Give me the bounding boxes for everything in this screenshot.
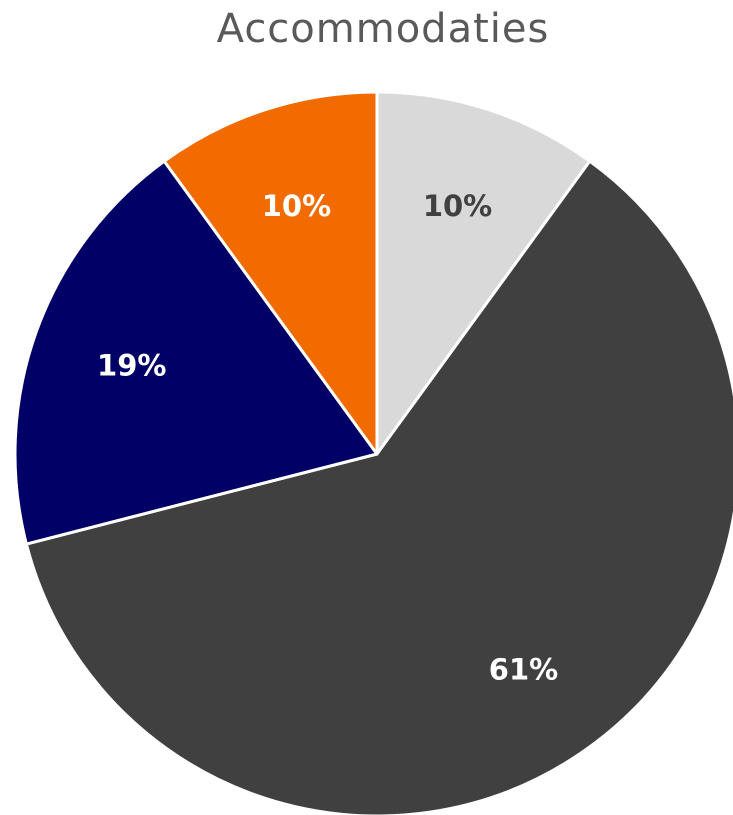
pie-slice-3 [13, 159, 379, 546]
data-label-4: 10% [262, 189, 331, 223]
pie-labels: 10% 61% 19% 10% [97, 189, 558, 686]
chart-title: Accommodaties [216, 6, 550, 52]
pie-slice-2 [24, 159, 733, 815]
pie-slices [13, 90, 733, 815]
data-label-1: 10% [423, 189, 492, 223]
pie-slice-4 [162, 90, 379, 456]
data-label-2: 61% [489, 653, 558, 687]
data-label-3: 19% [97, 349, 166, 383]
pie-slice-1 [375, 90, 592, 456]
